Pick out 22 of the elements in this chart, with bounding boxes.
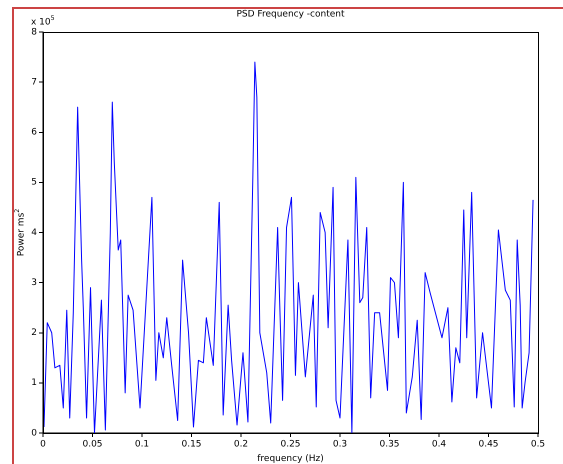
x-tick-label: 0.4 bbox=[432, 440, 446, 450]
x-tick-label: 0.15 bbox=[181, 440, 202, 450]
x-tick-label: 0.45 bbox=[478, 440, 499, 450]
y-tick-label: 5 bbox=[31, 178, 37, 188]
chart-title: PSD Frequency -content bbox=[236, 9, 345, 20]
y-tick-label: 3 bbox=[31, 278, 37, 288]
x-tick-label: 0.05 bbox=[82, 440, 103, 450]
x-tick-label: 0.25 bbox=[280, 440, 301, 450]
y-tick-label: 7 bbox=[31, 77, 37, 88]
y-tick-label: 2 bbox=[31, 328, 37, 338]
x-tick-label: 0.5 bbox=[530, 440, 546, 450]
x-tick-label: 0.2 bbox=[234, 440, 248, 450]
y-tick-label: 6 bbox=[31, 128, 38, 138]
x-tick-label: 0.3 bbox=[332, 440, 348, 450]
y-tick-label: 4 bbox=[31, 228, 38, 238]
x-tick-label: 0 bbox=[40, 440, 46, 450]
x-axis-title: frequency (Hz) bbox=[257, 454, 324, 464]
x-tick-label: 0.35 bbox=[379, 440, 400, 450]
y-tick-label: 8 bbox=[31, 27, 38, 38]
y-tick-label: 0 bbox=[31, 428, 38, 438]
y-tick-label: 1 bbox=[31, 378, 37, 388]
x-tick-label: 0.1 bbox=[134, 440, 150, 450]
